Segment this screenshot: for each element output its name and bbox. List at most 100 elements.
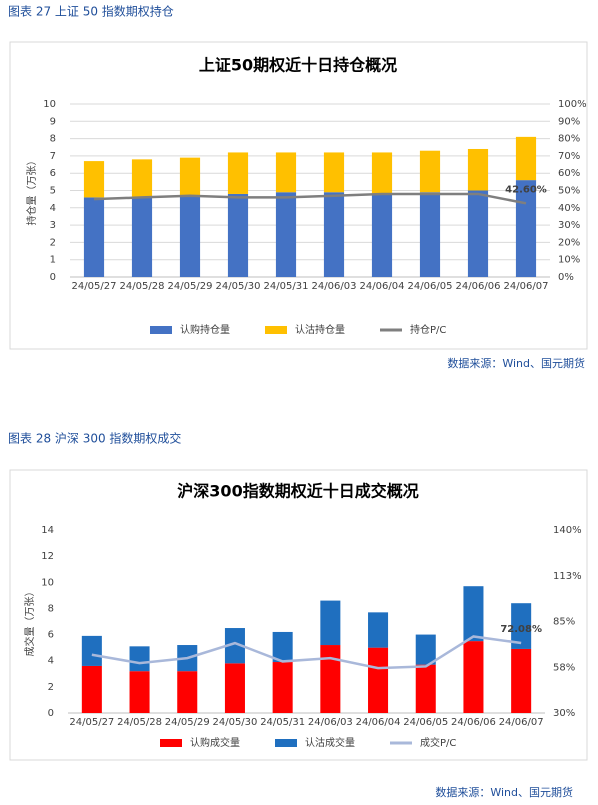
y2-tick-label: 0%: [558, 272, 574, 283]
y2-tick-label: 70%: [558, 151, 580, 162]
x-tick-label: 24/06/03: [308, 717, 353, 728]
bar: [179, 195, 201, 277]
x-tick-label: 24/05/31: [264, 281, 309, 292]
y-tick-label: 6: [48, 630, 54, 641]
line: [91, 635, 522, 670]
y-tick-label: 9: [50, 116, 56, 127]
bar: [227, 152, 249, 194]
legend-label: 认沽持仓量: [295, 323, 345, 336]
x-tick-label: 24/05/29: [168, 281, 213, 292]
bar: [463, 641, 484, 713]
y-axis-label: 持仓量（万张）: [25, 156, 38, 226]
bar: [511, 603, 532, 649]
x-tick-label: 24/05/28: [117, 717, 162, 728]
y-tick-label: 8: [48, 603, 54, 614]
bar: [515, 180, 537, 277]
x-tick-label: 24/05/27: [72, 281, 117, 292]
bar: [83, 197, 105, 277]
bar: [275, 192, 297, 277]
x-tick-label: 24/06/05: [408, 281, 453, 292]
x-tick-label: 24/06/05: [403, 717, 448, 728]
bar: [419, 150, 441, 193]
bar: [272, 662, 293, 713]
bar: [515, 136, 537, 181]
y-tick-label: 0: [50, 272, 56, 283]
y2-tick-label: 140%: [553, 525, 582, 536]
y-tick-label: 7: [50, 151, 56, 162]
bar: [179, 157, 201, 196]
y2-tick-label: 30%: [553, 708, 575, 719]
bar: [81, 635, 102, 666]
bar: [463, 586, 484, 642]
bar: [83, 161, 105, 198]
bar: [467, 190, 489, 277]
bar: [419, 192, 441, 277]
legend-swatch: [265, 326, 287, 334]
legend-swatch: [160, 739, 182, 747]
x-tick-label: 24/05/28: [120, 281, 165, 292]
x-tick-label: 24/05/30: [212, 717, 257, 728]
legend-swatch: [275, 739, 297, 747]
bar: [323, 192, 345, 277]
source: 数据来源：Wind、国元期货: [435, 785, 573, 799]
bar: [415, 664, 436, 713]
y2-tick-label: 30%: [558, 220, 580, 231]
y2-tick-label: 60%: [558, 168, 580, 179]
bar: [129, 671, 150, 713]
bar: [224, 628, 245, 664]
y2-tick-label: 100%: [558, 99, 587, 110]
bar: [129, 646, 150, 672]
chart-frame: [9, 469, 588, 761]
y-tick-label: 3: [50, 220, 56, 231]
bar: [371, 152, 393, 194]
x-tick-label: 24/06/06: [451, 717, 496, 728]
y-tick-label: 10: [41, 577, 54, 588]
bar: [272, 631, 293, 663]
bar: [323, 152, 345, 193]
x-tick-label: 24/05/31: [260, 717, 305, 728]
y-tick-label: 5: [50, 186, 56, 197]
bar: [320, 600, 341, 646]
legend-label: 成交P/C: [420, 736, 456, 749]
y-tick-label: 2: [50, 237, 56, 248]
y-tick-label: 4: [50, 203, 56, 214]
y-tick-label: 12: [41, 551, 54, 562]
caption: 图表 28 沪深 300 指数期权成交: [8, 431, 181, 446]
data-label: 42.60%: [505, 184, 547, 195]
line: [93, 192, 527, 205]
caption: 图表 27 上证 50 指数期权持仓: [8, 4, 174, 19]
y2-tick-label: 113%: [553, 571, 582, 582]
x-tick-label: 24/06/04: [360, 281, 405, 292]
bar: [511, 648, 532, 713]
bar: [131, 197, 153, 277]
bar: [224, 663, 245, 713]
bar: [227, 193, 249, 277]
y2-tick-label: 20%: [558, 237, 580, 248]
legend-label: 认购成交量: [190, 736, 240, 749]
y2-tick-label: 50%: [558, 186, 580, 197]
y-tick-label: 2: [48, 682, 54, 693]
y-tick-label: 1: [50, 255, 56, 266]
bar: [131, 159, 153, 198]
y-tick-label: 10: [43, 99, 56, 110]
chart-title: 上证50期权近十日持仓概况: [199, 56, 397, 75]
bar: [177, 671, 198, 713]
bar: [368, 612, 389, 648]
x-tick-label: 24/06/07: [504, 281, 549, 292]
x-tick-label: 24/06/07: [499, 717, 544, 728]
data-label: 72.08%: [500, 624, 542, 635]
y-tick-label: 0: [48, 708, 54, 719]
bar: [415, 634, 436, 665]
chart-title: 沪深300指数期权近十日成交概况: [177, 482, 418, 501]
x-tick-label: 24/06/06: [456, 281, 501, 292]
y-tick-label: 8: [50, 134, 56, 145]
y-tick-label: 6: [50, 168, 56, 179]
y2-tick-label: 80%: [558, 134, 580, 145]
y-axis-label: 成交量（万张）: [23, 587, 36, 657]
x-tick-label: 24/06/04: [356, 717, 401, 728]
y2-tick-label: 10%: [558, 255, 580, 266]
bar: [81, 665, 102, 713]
y2-tick-label: 85%: [553, 617, 575, 628]
